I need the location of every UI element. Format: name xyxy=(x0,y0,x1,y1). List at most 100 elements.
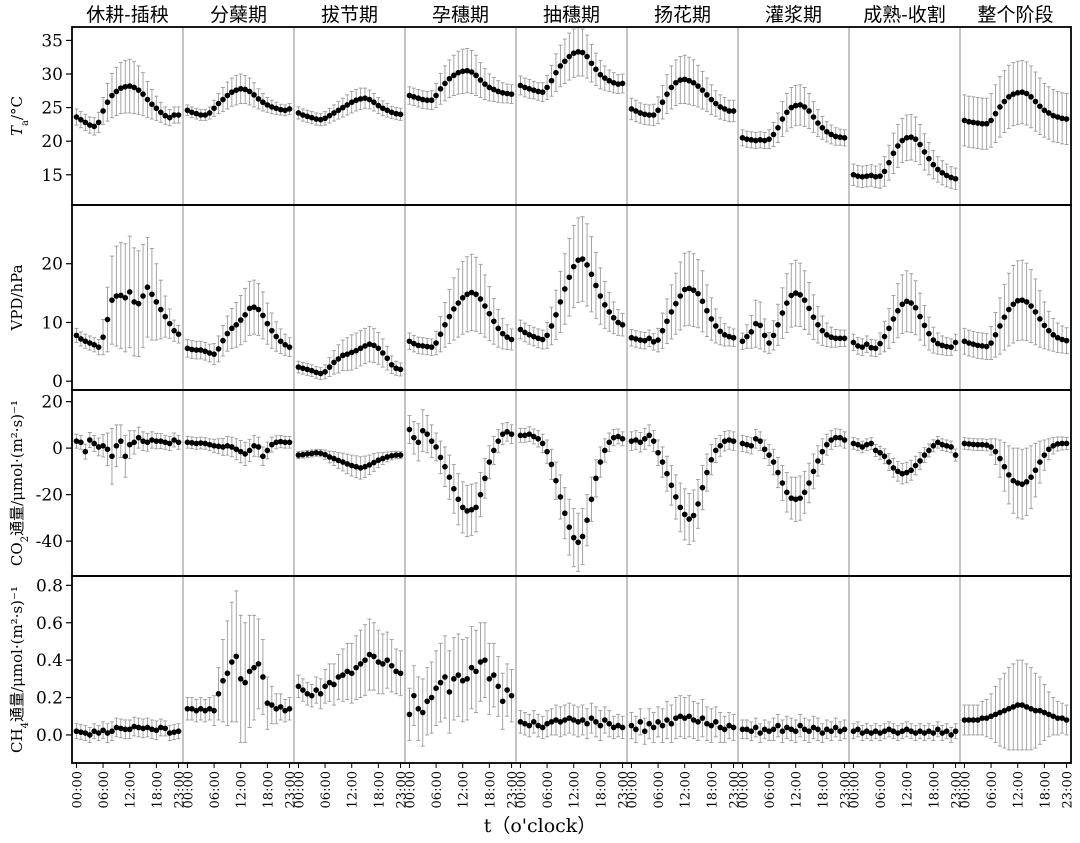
data-point xyxy=(206,441,213,448)
data-point xyxy=(140,91,146,97)
data-point xyxy=(193,347,200,353)
data-point xyxy=(446,313,453,320)
data-point xyxy=(166,730,173,736)
data-point xyxy=(819,124,826,131)
data-point xyxy=(584,262,590,268)
data-point xyxy=(784,109,790,116)
data-point xyxy=(535,436,541,442)
data-point xyxy=(446,689,453,695)
data-point xyxy=(397,452,404,458)
data-point xyxy=(95,730,102,736)
data-point xyxy=(890,465,897,471)
data-point xyxy=(828,131,835,138)
data-point xyxy=(943,343,950,350)
data-point xyxy=(761,446,768,453)
data-point xyxy=(606,439,613,446)
data-point xyxy=(251,304,257,310)
data-point xyxy=(655,719,661,725)
stage-title: 扬花期 xyxy=(654,4,711,26)
data-point xyxy=(739,726,746,733)
x-tick-label: 23:00 xyxy=(284,771,299,808)
x-tick-label: 06:00 xyxy=(208,771,223,808)
data-point xyxy=(526,331,533,338)
data-point xyxy=(375,345,382,352)
data-point xyxy=(495,438,502,444)
data-point xyxy=(744,333,750,340)
data-point xyxy=(317,450,324,457)
data-point xyxy=(229,659,235,665)
data-point xyxy=(726,722,732,729)
data-point xyxy=(517,326,524,333)
data-point xyxy=(530,433,537,440)
data-point xyxy=(633,336,639,342)
data-point xyxy=(446,474,453,480)
data-point xyxy=(366,462,373,468)
data-point xyxy=(779,480,786,486)
data-point xyxy=(300,687,306,693)
data-point xyxy=(140,725,146,732)
x-tick-label: 18:00 xyxy=(372,771,387,808)
data-point xyxy=(868,172,874,179)
data-point xyxy=(1050,713,1057,720)
data-point xyxy=(451,306,457,312)
data-point xyxy=(388,452,395,459)
data-point xyxy=(730,334,737,341)
data-point xyxy=(118,438,124,444)
data-point xyxy=(246,305,253,312)
data-point xyxy=(752,320,759,327)
x-tick-label: 23:00 xyxy=(395,771,410,808)
data-point xyxy=(269,104,275,110)
data-point xyxy=(704,92,710,98)
data-point xyxy=(637,719,644,725)
data-point xyxy=(690,79,697,86)
data-point xyxy=(752,137,759,144)
data-point xyxy=(264,320,271,327)
data-point xyxy=(721,331,728,338)
data-point xyxy=(451,486,457,492)
data-point xyxy=(761,137,768,144)
data-point xyxy=(184,439,191,446)
data-point xyxy=(610,434,617,441)
data-point xyxy=(788,292,795,299)
data-point xyxy=(308,367,315,374)
y-tick-label: -40 xyxy=(36,532,63,552)
data-point xyxy=(122,83,129,90)
data-point xyxy=(428,344,435,350)
data-point xyxy=(1019,89,1025,95)
data-point xyxy=(269,441,275,448)
data-point xyxy=(575,49,581,55)
data-point xyxy=(730,724,737,731)
data-point xyxy=(397,366,404,373)
data-point xyxy=(171,437,177,443)
data-point xyxy=(468,289,475,296)
data-point xyxy=(930,443,937,449)
data-point xyxy=(872,447,879,454)
data-point xyxy=(215,443,222,450)
data-point xyxy=(921,452,928,458)
data-point xyxy=(260,99,266,106)
data-point xyxy=(1014,702,1021,708)
data-point xyxy=(895,307,901,314)
data-point xyxy=(131,84,137,91)
data-point xyxy=(233,322,240,328)
x-tick-label: 18:00 xyxy=(927,771,942,808)
data-point xyxy=(331,455,337,462)
data-point xyxy=(104,99,111,106)
data-point xyxy=(726,437,732,443)
data-point xyxy=(899,728,906,735)
data-point xyxy=(82,119,89,126)
data-point xyxy=(215,691,222,697)
data-point xyxy=(118,725,124,732)
data-point xyxy=(757,322,763,329)
data-point xyxy=(872,345,879,352)
data-point xyxy=(974,441,981,448)
data-point xyxy=(761,726,768,733)
data-point xyxy=(158,109,164,116)
data-point xyxy=(282,341,288,348)
data-point xyxy=(277,338,284,345)
y-axis-label: CH4通量/μmol·(m²·s)⁻¹ xyxy=(8,586,31,753)
data-point xyxy=(504,90,510,97)
data-point xyxy=(380,105,386,112)
data-point xyxy=(1037,316,1043,322)
data-point xyxy=(850,171,857,178)
